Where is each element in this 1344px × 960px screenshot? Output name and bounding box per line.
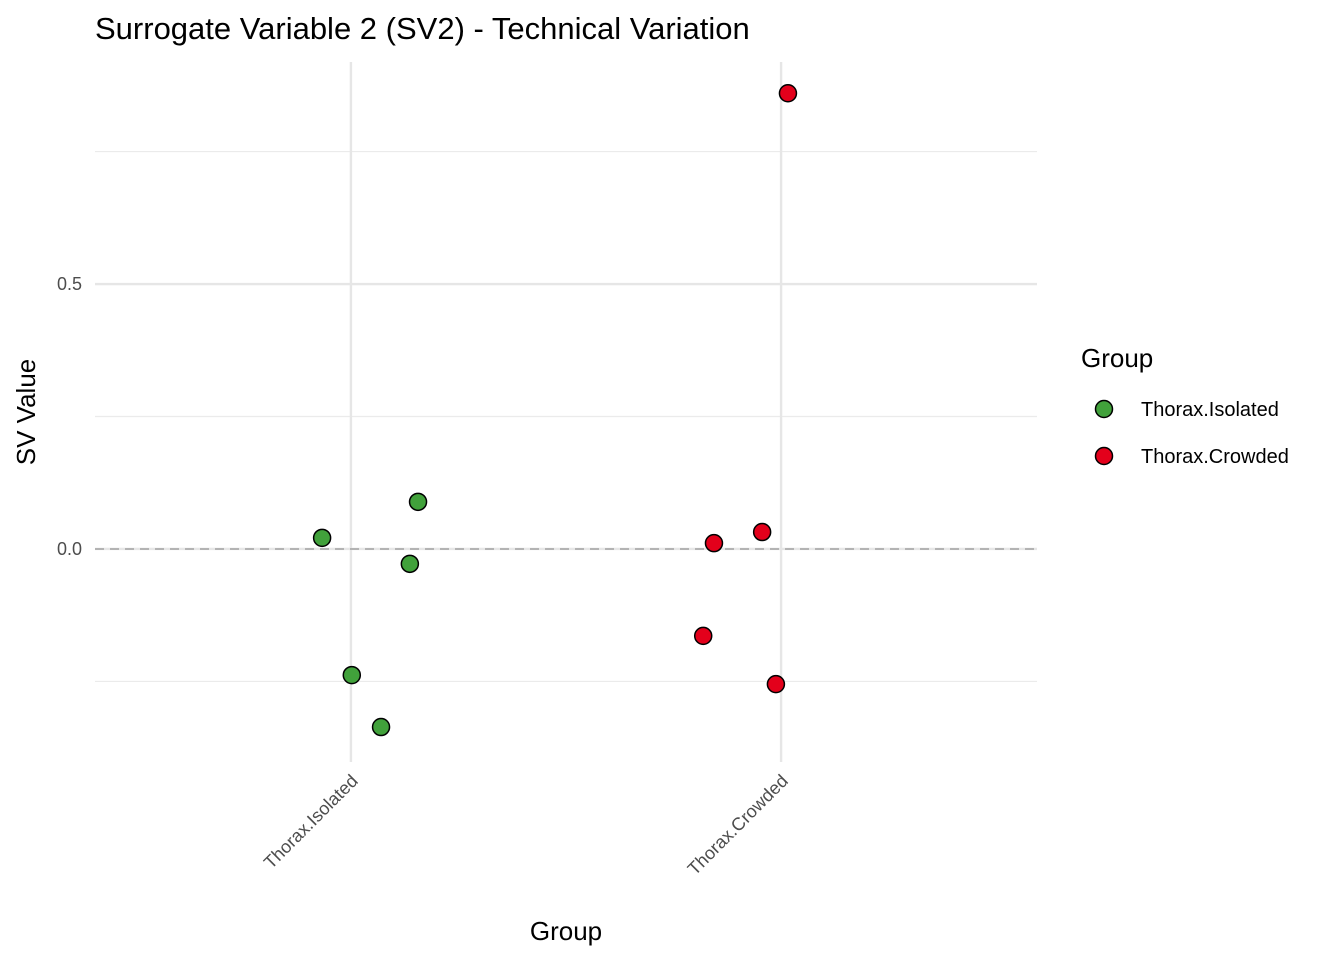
legend-key <box>1094 399 1114 419</box>
data-point <box>693 626 713 646</box>
data-point <box>371 717 391 737</box>
data-points <box>312 84 798 737</box>
grid <box>95 62 1037 762</box>
y-axis-ticks: 0.5 0.0 <box>57 274 82 559</box>
x-axis-title: Group <box>530 916 602 946</box>
data-point <box>400 554 420 574</box>
data-point <box>752 522 772 542</box>
legend-key <box>1094 446 1114 466</box>
legend-title: Group <box>1081 343 1153 373</box>
x-axis-ticks: Thorax.Isolated Thorax.Crowded <box>260 771 792 879</box>
y-tick-label: 0.5 <box>57 274 82 294</box>
data-point <box>778 84 798 103</box>
x-tick-label: Thorax.Crowded <box>684 771 792 879</box>
y-tick-label: 0.0 <box>57 539 82 559</box>
data-point <box>408 492 428 512</box>
data-point <box>704 533 724 553</box>
x-tick-label: Thorax.Isolated <box>260 771 362 873</box>
legend-label: Thorax.Isolated <box>1141 399 1279 421</box>
chart-title: Surrogate Variable 2 (SV2) - Technical V… <box>95 11 750 46</box>
data-point <box>312 528 332 548</box>
legend-label: Thorax.Crowded <box>1141 446 1289 468</box>
legend: Group Thorax.Isolated Thorax.Crowded <box>1081 343 1289 468</box>
y-axis-title: SV Value <box>11 359 41 465</box>
data-point <box>766 674 786 694</box>
data-point <box>342 665 362 685</box>
